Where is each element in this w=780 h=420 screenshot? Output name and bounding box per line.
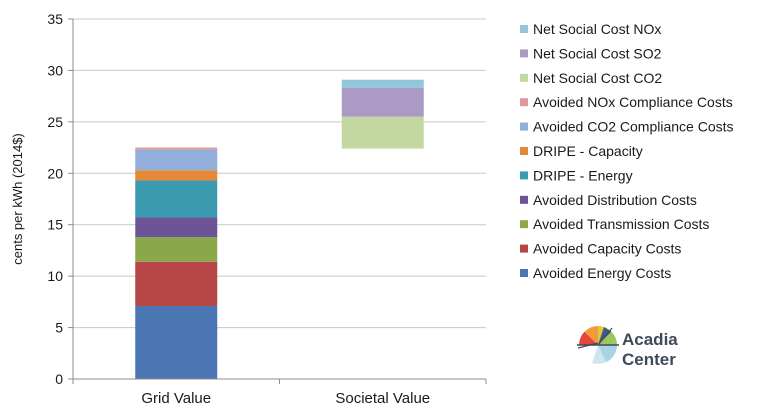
legend-swatch <box>520 25 528 33</box>
legend-item: Avoided Capacity Costs <box>520 241 681 257</box>
legend-label: DRIPE - Capacity <box>533 143 643 159</box>
axes: 0 5 10 15 20 25 30 35 Grid Value Societal Value <box>47 11 487 407</box>
bar-segment <box>135 217 218 238</box>
legend-swatch <box>520 122 528 131</box>
y-tick-label: 25 <box>47 114 63 130</box>
x-category-label: Societal Value <box>335 390 430 407</box>
y-tick-label: 10 <box>47 268 63 284</box>
y-tick-label: 20 <box>47 165 63 181</box>
bars <box>135 79 424 379</box>
legend-item: Avoided NOx Compliance Costs <box>520 94 733 110</box>
legend-swatch <box>520 147 528 155</box>
legend-swatch <box>520 244 528 253</box>
legend-swatch <box>520 49 528 58</box>
legend-swatch <box>520 171 528 180</box>
bar-segment <box>135 305 218 379</box>
legend-label: Avoided NOx Compliance Costs <box>533 94 733 110</box>
y-tick-label: 5 <box>55 320 63 336</box>
legend-item: Avoided Transmission Costs <box>520 216 709 232</box>
legend-label: Avoided Energy Costs <box>533 265 671 281</box>
legend-label: DRIPE - Energy <box>533 167 633 183</box>
y-tick-label: 30 <box>47 62 63 78</box>
legend-swatch <box>520 195 528 204</box>
bar-segment <box>135 237 218 262</box>
legend-item: Net Social Cost SO2 <box>520 45 662 61</box>
bar-segment <box>135 149 218 171</box>
legend-label: Avoided Capacity Costs <box>533 241 681 257</box>
x-category-label: Grid Value <box>141 390 211 407</box>
bar-segment <box>341 87 424 117</box>
legend-label: Avoided Transmission Costs <box>533 216 709 232</box>
legend: Net Social Cost NOx Net Social Cost SO2 Ne… <box>520 21 734 281</box>
bar-segment <box>341 79 424 88</box>
legend-label: Avoided CO2 Compliance Costs <box>533 119 734 135</box>
gridlines <box>73 18 486 329</box>
legend-label: Net Social Cost SO2 <box>533 45 662 61</box>
bar-segment <box>135 170 218 181</box>
legend-item: DRIPE - Energy <box>520 167 633 183</box>
legend-item: Net Social Cost CO2 <box>520 70 662 86</box>
legend-label: Net Social Cost NOx <box>533 21 661 37</box>
legend-swatch <box>520 269 528 277</box>
legend-item: Avoided CO2 Compliance Costs <box>520 119 734 135</box>
bar-segment <box>135 261 218 306</box>
legend-item: Avoided Distribution Costs <box>520 192 697 208</box>
y-tick-label: 35 <box>47 11 63 27</box>
logo-mark-icon <box>577 326 619 364</box>
logo-text-line1: Acadia <box>622 330 678 349</box>
legend-item: DRIPE - Capacity <box>520 143 643 159</box>
acadia-center-logo: Acadia Center <box>577 326 678 369</box>
legend-swatch <box>520 98 528 107</box>
legend-label: Avoided Distribution Costs <box>533 192 697 208</box>
legend-swatch <box>520 73 528 82</box>
legend-label: Net Social Cost CO2 <box>533 70 662 86</box>
bar-segment <box>135 180 218 218</box>
bar-segment <box>135 147 218 150</box>
legend-item: Net Social Cost NOx <box>520 21 661 37</box>
y-tick-label: 15 <box>47 217 63 233</box>
legend-swatch <box>520 220 528 229</box>
logo-text-line2: Center <box>622 350 676 369</box>
bar-segment <box>341 116 424 149</box>
legend-item: Avoided Energy Costs <box>520 265 671 281</box>
y-tick-label: 0 <box>55 371 63 387</box>
y-axis-label: cents per kWh (2014$) <box>10 133 25 265</box>
